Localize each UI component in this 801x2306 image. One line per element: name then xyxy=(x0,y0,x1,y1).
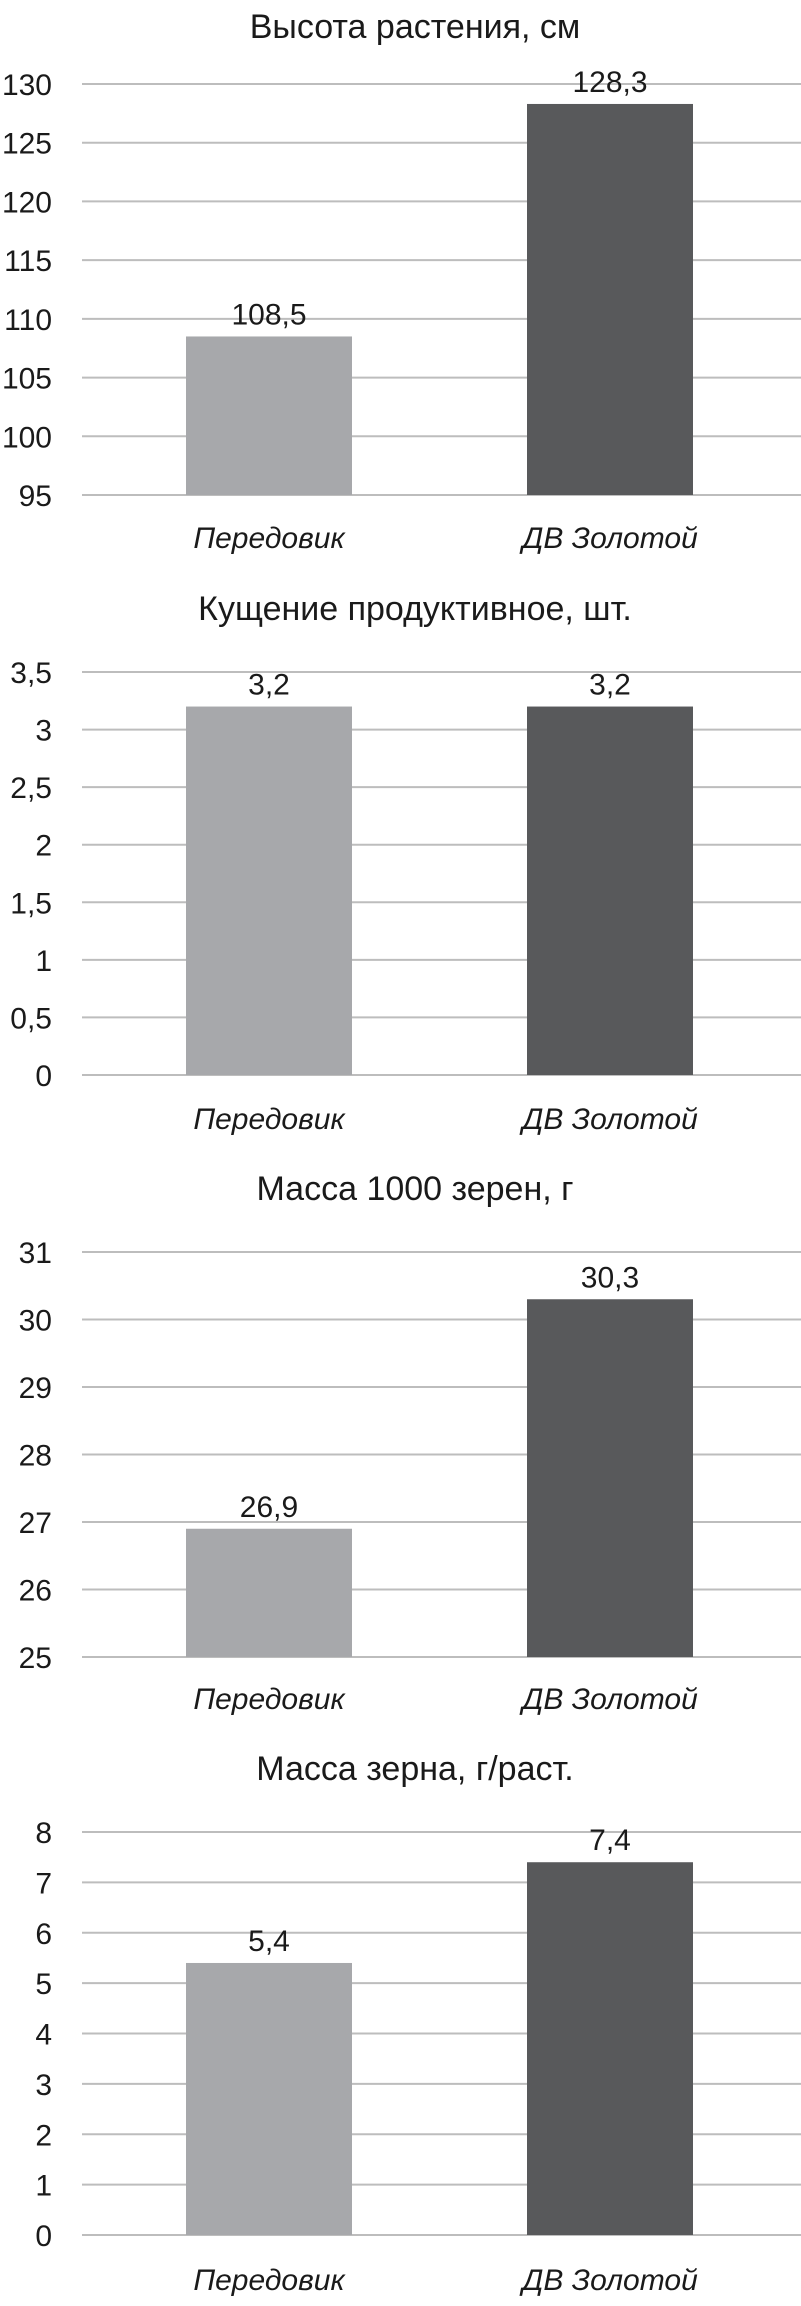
chart-title: Масса зерна, г/раст. xyxy=(256,1750,574,1788)
bar-0 xyxy=(186,706,352,1075)
category-label: Передовик xyxy=(193,1683,346,1716)
y-tick-label: 1,5 xyxy=(10,887,52,920)
y-tick-label: 110 xyxy=(4,304,52,337)
y-tick-label: 6 xyxy=(35,1918,52,1951)
bar-0 xyxy=(186,336,352,495)
category-label: ДВ Золотой xyxy=(519,522,698,555)
y-tick-label: 27 xyxy=(19,1507,52,1540)
y-tick-label: 2 xyxy=(35,2119,52,2152)
y-tick-label: 1 xyxy=(35,2170,52,2203)
y-tick-label: 3 xyxy=(35,2069,52,2102)
bar-1 xyxy=(527,706,693,1075)
y-tick-label: 25 xyxy=(19,1642,52,1675)
data-label: 30,3 xyxy=(581,1261,639,1294)
chart-productive-tillering: Кущение продуктивное, шт. 0 0,5 1 1,5 2 2,5 3 3… xyxy=(10,590,801,1136)
category-label: ДВ Золотой xyxy=(519,1103,698,1136)
y-tick-label: 2,5 xyxy=(10,772,52,805)
y-tick-label: 115 xyxy=(4,245,52,278)
y-tick-label: 30 xyxy=(19,1305,52,1338)
y-tick-label: 28 xyxy=(19,1440,52,1473)
data-label: 26,9 xyxy=(240,1491,298,1524)
y-tick-label: 7 xyxy=(35,1867,52,1900)
y-tick-label: 1 xyxy=(35,945,52,978)
chart-title: Масса 1000 зерен, г xyxy=(256,1170,573,1208)
category-label: Передовик xyxy=(193,2264,346,2297)
chart-title: Высота растения, см xyxy=(250,8,581,46)
data-label: 3,2 xyxy=(248,669,290,702)
category-label: ДВ Золотой xyxy=(519,1683,698,1716)
y-tick-label: 130 xyxy=(2,69,52,102)
chart-thousand-grain-weight: Масса 1000 зерен, г 25 26 27 28 29 30 31 26,9 Пе… xyxy=(19,1170,801,1716)
y-tick-label: 2 xyxy=(35,830,52,863)
category-label: Передовик xyxy=(193,1103,346,1136)
y-tick-label: 95 xyxy=(19,480,52,513)
category-label: Передовик xyxy=(193,522,346,555)
y-tick-label: 120 xyxy=(2,186,52,219)
y-tick-label: 125 xyxy=(2,128,52,161)
y-tick-label: 29 xyxy=(19,1372,52,1405)
bar-1 xyxy=(527,1862,693,2235)
data-label: 128,3 xyxy=(572,66,647,99)
y-tick-label: 3,5 xyxy=(10,657,52,690)
y-tick-label: 4 xyxy=(35,2019,52,2052)
y-tick-label: 31 xyxy=(19,1237,52,1270)
data-label: 5,4 xyxy=(248,1925,290,1958)
bar-1 xyxy=(527,1299,693,1657)
category-label: ДВ Золотой xyxy=(519,2264,698,2297)
y-tick-label: 0 xyxy=(35,2220,52,2253)
bar-0 xyxy=(186,1962,352,2235)
chart-grain-weight-per-plant: Масса зерна, г/раст. 0 1 2 3 4 5 6 7 8 5,4 Передов… xyxy=(35,1750,801,2297)
data-label: 3,2 xyxy=(589,669,631,702)
y-tick-label: 3 xyxy=(35,715,52,748)
y-tick-label: 0,5 xyxy=(10,1002,52,1035)
y-tick-label: 100 xyxy=(2,421,52,454)
y-tick-label: 0 xyxy=(35,1060,52,1093)
y-tick-label: 8 xyxy=(35,1817,52,1850)
chart-plant-height: Высота растения, см 95 100 105 110 115 120 125… xyxy=(2,8,801,555)
data-label: 7,4 xyxy=(589,1824,631,1857)
y-tick-label: 105 xyxy=(2,363,52,396)
bar-1 xyxy=(527,103,693,495)
bar-0 xyxy=(186,1528,352,1657)
y-tick-label: 26 xyxy=(19,1575,52,1608)
data-label: 108,5 xyxy=(231,298,306,331)
y-tick-label: 5 xyxy=(35,1968,52,2001)
chart-title: Кущение продуктивное, шт. xyxy=(198,590,632,628)
